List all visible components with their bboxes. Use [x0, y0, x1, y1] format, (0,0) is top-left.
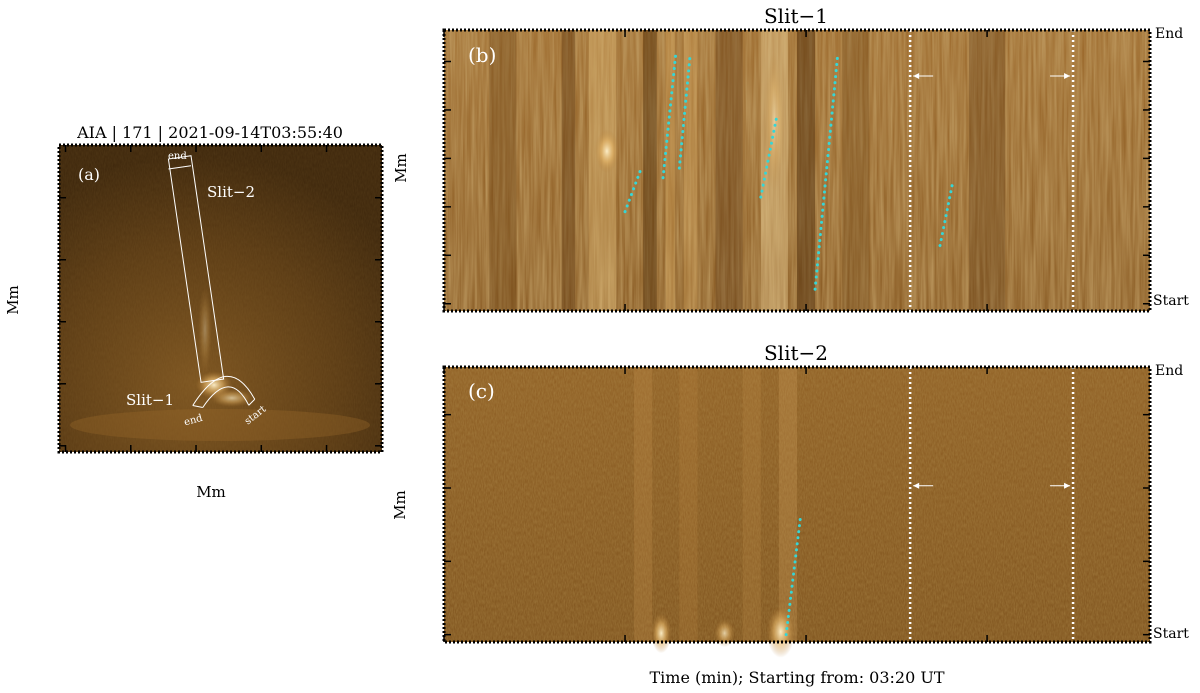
panel-b: Slit−1 (b) End Start Mm: [392, 4, 1189, 313]
panel-c-coverage: [908, 367, 1075, 642]
panel-c-band: [679, 367, 698, 642]
panel-a-frame: [57, 143, 384, 454]
slit2-end-line: [168, 165, 192, 170]
panel-b-band: [797, 30, 816, 311]
slit2-box: [167, 155, 225, 383]
panel-a-title: AIA | 171 | 2021-09-14T03:55:40: [76, 123, 343, 142]
slit1-outer: [192, 375, 256, 406]
panel-a-letter: (a): [78, 165, 100, 184]
speed-track: [623, 166, 643, 214]
panel-c-ylabel: Mm: [391, 490, 409, 520]
panel-c-letter: (c): [468, 379, 495, 403]
panel-c-band: [634, 367, 653, 642]
panel-c-xlabel: Time (min); Starting from: 03:20 UT: [649, 668, 944, 687]
panel-b-title: Slit−1: [764, 4, 828, 28]
panel-b-band: [665, 30, 675, 311]
panel-a-jet: [198, 285, 212, 375]
panel-b-band: [489, 30, 517, 311]
panel-b-band: [643, 30, 657, 311]
panel-a-slit2-label: Slit−2: [207, 183, 255, 201]
panel-a-axes: [59, 145, 382, 452]
slit1-start-cap: [248, 398, 256, 406]
panel-b-frame: [442, 28, 1152, 313]
speed-track: [813, 52, 840, 291]
panel-b-band: [683, 30, 698, 311]
panel-b-axes: [443, 30, 1150, 311]
panel-a-slit1-label: Slit−1: [126, 391, 174, 409]
panel-c-bright-blob: [766, 605, 795, 658]
panel-a-end-label-slit2: end: [168, 151, 187, 162]
panel-c-band: [742, 367, 761, 642]
panel-c-title: Slit−2: [764, 341, 828, 365]
speed-track: [784, 514, 803, 637]
panel-b-band: [715, 30, 743, 311]
panel-a-end-label-slit1: end: [183, 413, 205, 429]
panel-a-limb-band: [70, 409, 370, 441]
speed-track: [661, 52, 678, 180]
speed-track: [677, 52, 692, 170]
panel-c-texture: [444, 367, 1150, 642]
panel-c-band: [778, 367, 797, 642]
panel-b-bright-streak: [764, 52, 785, 193]
panel-b-band: [968, 30, 1006, 311]
slit1-end-cap: [192, 404, 203, 408]
panel-b-bright-blob: [594, 129, 619, 174]
slit1-inner: [202, 386, 250, 408]
panel-c-axes: [443, 367, 1150, 642]
panel-a-bright-loop: [210, 389, 254, 407]
eui-coverage-arrowhead-right: [1064, 482, 1071, 489]
panel-b-band: [561, 30, 576, 311]
panel-b-texture: [444, 30, 1150, 311]
eui-coverage-arrowhead-left: [913, 482, 920, 489]
panel-c-frame: [442, 365, 1152, 644]
panel-b-coverage: [908, 30, 1075, 311]
panel-b-ylabel: Mm: [392, 153, 410, 183]
eui-coverage-arrowhead-left: [913, 73, 920, 80]
eui-coverage-arrowhead-right: [1064, 73, 1071, 80]
panel-c-right-top: End: [1155, 363, 1183, 379]
panel-c: Slit−2 (c) End Start Mm Time (min); Star…: [391, 341, 1189, 687]
panel-c-tracks: [784, 514, 803, 637]
panel-c-bright-blob: [714, 619, 735, 648]
panel-b-letter: (b): [468, 43, 496, 67]
panel-b-right-bottom: Start: [1153, 293, 1189, 309]
panel-a-slits: [167, 155, 256, 408]
panel-a: AIA | 171 | 2021-09-14T03:55:40 (a) Slit…: [4, 123, 384, 501]
panel-c-right-bottom: Start: [1153, 626, 1189, 642]
panel-a-ylabel: Mm: [4, 285, 22, 315]
panel-b-bands: [489, 30, 1006, 311]
panel-b-right-top: End: [1155, 26, 1183, 42]
speed-track: [938, 181, 955, 248]
panel-b-band: [842, 30, 870, 311]
panel-a-xlabel: Mm: [196, 483, 226, 501]
panel-b-tracks: [623, 52, 955, 291]
panel-c-bright-blob: [651, 613, 672, 654]
speed-track: [759, 113, 779, 199]
